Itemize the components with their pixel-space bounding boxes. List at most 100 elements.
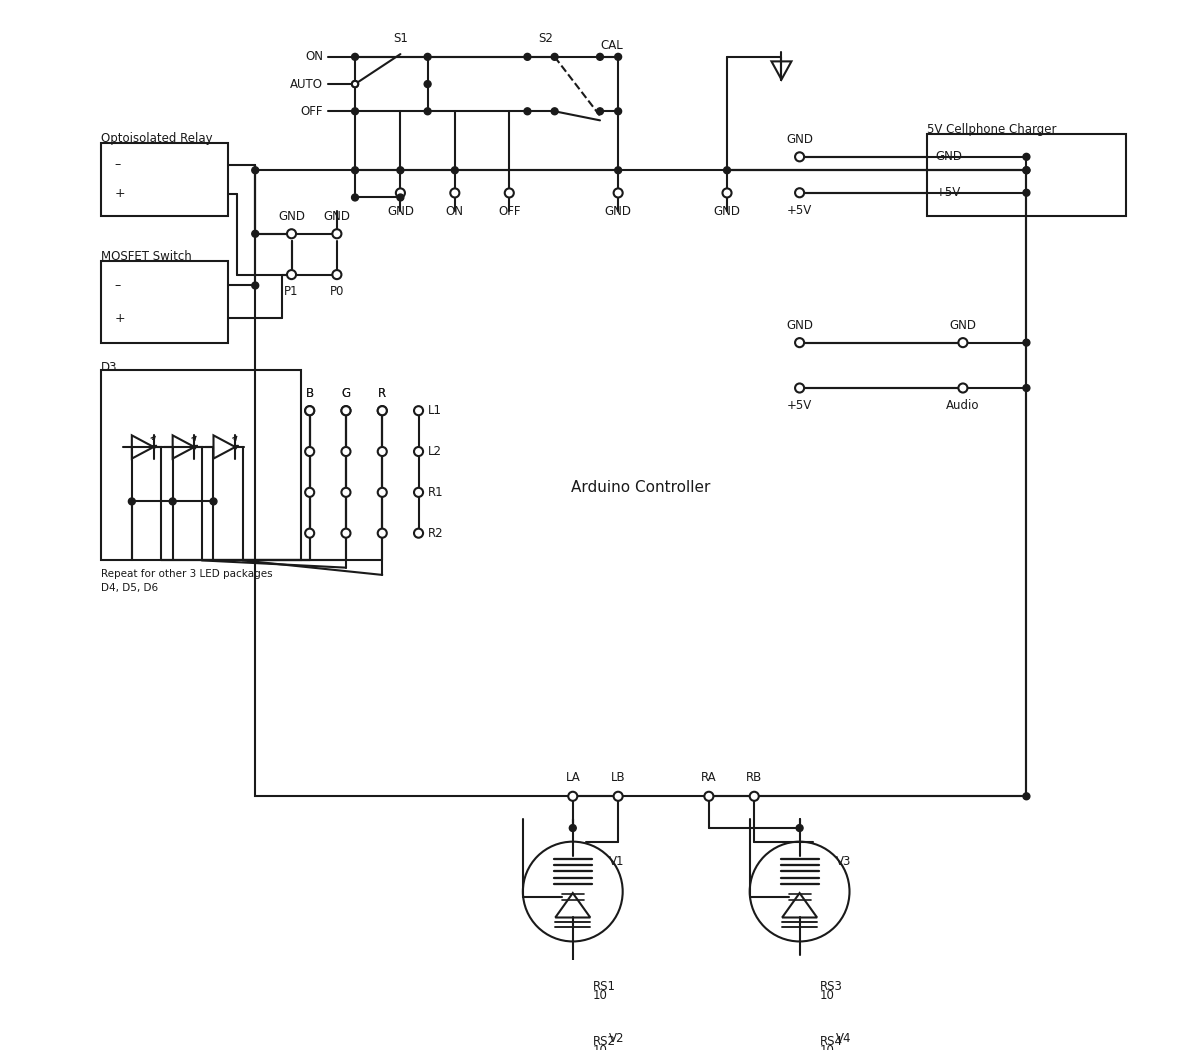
Circle shape [332, 229, 342, 238]
Circle shape [524, 108, 530, 114]
Circle shape [505, 188, 514, 197]
Text: GND: GND [949, 319, 977, 332]
Circle shape [305, 406, 314, 415]
Text: LB: LB [611, 772, 625, 784]
Circle shape [596, 108, 604, 114]
Text: Arduino Controller: Arduino Controller [571, 480, 710, 496]
Circle shape [750, 792, 758, 801]
Text: GND: GND [786, 133, 814, 146]
Circle shape [342, 488, 350, 497]
Circle shape [569, 1015, 576, 1022]
Circle shape [551, 54, 558, 60]
Text: Optoisolated Relay: Optoisolated Relay [101, 132, 212, 145]
Circle shape [305, 488, 314, 497]
Circle shape [414, 488, 424, 497]
Circle shape [1022, 339, 1030, 347]
Text: R1: R1 [427, 486, 443, 499]
Circle shape [796, 152, 804, 162]
Text: +5V: +5V [936, 186, 961, 200]
Circle shape [352, 167, 359, 173]
Circle shape [796, 188, 804, 197]
Text: S2: S2 [538, 33, 553, 45]
Circle shape [722, 188, 732, 197]
Circle shape [352, 81, 359, 87]
Text: OFF: OFF [498, 205, 521, 217]
Circle shape [252, 167, 259, 173]
Text: S1: S1 [392, 33, 408, 45]
Text: B: B [306, 386, 313, 400]
Circle shape [352, 81, 359, 87]
Circle shape [613, 792, 623, 801]
Circle shape [342, 406, 350, 415]
Circle shape [551, 108, 558, 114]
Circle shape [378, 447, 386, 456]
Circle shape [378, 406, 386, 415]
Text: Repeat for other 3 LED packages: Repeat for other 3 LED packages [101, 569, 272, 579]
Circle shape [378, 488, 386, 497]
Text: AUTO: AUTO [290, 78, 323, 90]
Text: –: – [115, 279, 121, 292]
Text: +5V: +5V [787, 399, 812, 412]
Circle shape [342, 447, 350, 456]
Text: D3: D3 [101, 360, 118, 374]
Text: ON: ON [446, 205, 464, 217]
Circle shape [569, 824, 576, 832]
Text: V2: V2 [608, 1032, 624, 1045]
Text: LA: LA [565, 772, 580, 784]
Circle shape [396, 188, 404, 197]
Circle shape [414, 406, 424, 415]
Circle shape [796, 383, 804, 393]
Circle shape [424, 108, 431, 114]
Circle shape [378, 406, 386, 415]
Text: 10: 10 [593, 1044, 607, 1050]
Text: 10: 10 [820, 1044, 834, 1050]
Circle shape [424, 54, 431, 60]
Text: RS3: RS3 [820, 981, 842, 993]
Text: +: + [115, 312, 125, 324]
Circle shape [796, 338, 804, 348]
Circle shape [342, 528, 350, 538]
Circle shape [169, 498, 176, 505]
Text: P0: P0 [330, 286, 344, 298]
Text: R2: R2 [427, 527, 443, 540]
Circle shape [796, 1015, 803, 1022]
Circle shape [450, 188, 460, 197]
Circle shape [305, 447, 314, 456]
Text: GND: GND [786, 319, 814, 332]
Circle shape [378, 528, 386, 538]
Text: GND: GND [936, 150, 962, 164]
Text: RS4: RS4 [820, 1035, 842, 1048]
Circle shape [451, 167, 458, 173]
Circle shape [414, 528, 424, 538]
Circle shape [569, 792, 577, 801]
Text: OFF: OFF [301, 105, 323, 118]
Circle shape [959, 383, 967, 393]
Bar [926, 134, 1127, 215]
Text: GND: GND [386, 205, 414, 217]
Text: V4: V4 [835, 1032, 851, 1045]
Circle shape [352, 54, 359, 60]
Circle shape [614, 108, 622, 114]
Text: MOSFET Switch: MOSFET Switch [101, 250, 192, 262]
Circle shape [128, 498, 136, 505]
Circle shape [287, 229, 296, 238]
Circle shape [724, 167, 731, 173]
Bar [101, 261, 228, 342]
Circle shape [1022, 153, 1030, 161]
Circle shape [352, 108, 359, 114]
Circle shape [796, 824, 803, 832]
Text: D4, D5, D6: D4, D5, D6 [101, 583, 158, 592]
Text: GND: GND [278, 210, 305, 223]
Circle shape [596, 54, 604, 60]
Text: +: + [115, 187, 125, 201]
Circle shape [424, 81, 431, 87]
Bar [101, 370, 300, 561]
Circle shape [1022, 384, 1030, 392]
Text: CAL: CAL [600, 39, 623, 51]
Text: Audio: Audio [946, 399, 979, 412]
Text: –: – [115, 159, 121, 171]
Circle shape [252, 282, 259, 289]
Text: 10: 10 [593, 989, 607, 1003]
Text: RA: RA [701, 772, 716, 784]
Text: V1: V1 [608, 855, 624, 868]
